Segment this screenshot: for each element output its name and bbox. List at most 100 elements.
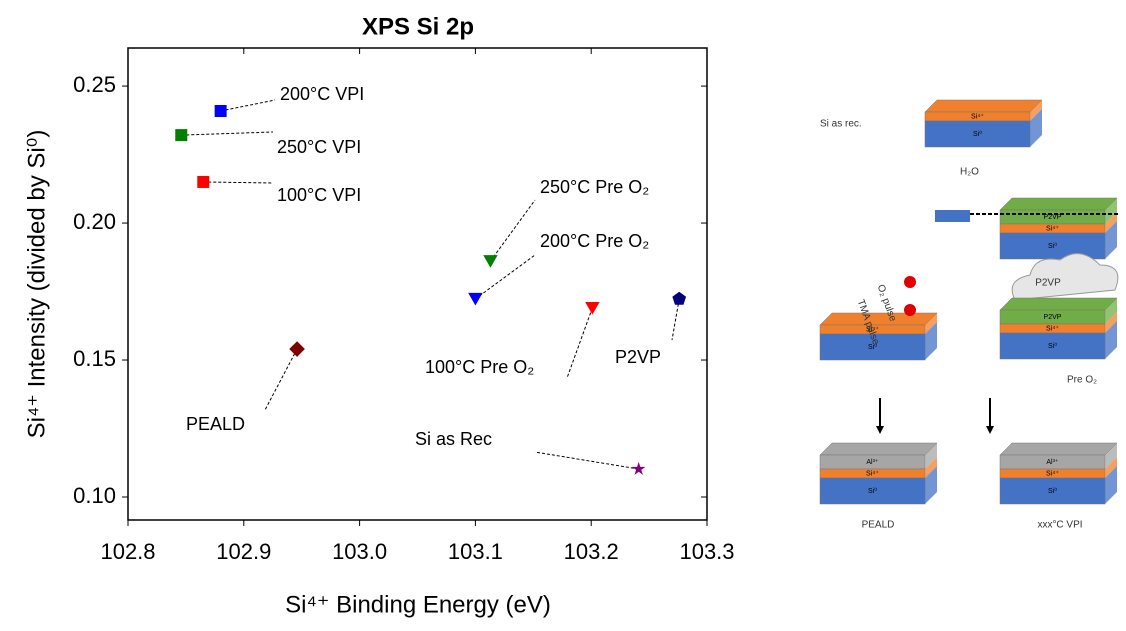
- leader-line: [181, 131, 274, 136]
- arrow-head: [876, 426, 884, 434]
- layer: [999, 332, 1106, 360]
- y-tick-label: 0.10: [73, 483, 116, 508]
- layer-side: [925, 466, 937, 504]
- layer-label: Si⁰: [868, 487, 877, 495]
- diagram-label: P2VP: [1035, 278, 1061, 289]
- layer-side: [1105, 466, 1117, 504]
- data-point: [197, 175, 210, 188]
- stack-top: [999, 442, 1118, 456]
- layer-side: [1105, 198, 1117, 224]
- leader-line: [264, 348, 298, 411]
- leader-line: [490, 199, 536, 262]
- layer-side: [1105, 312, 1117, 333]
- cloud: [1011, 253, 1119, 301]
- point-label: PEALD: [186, 414, 245, 434]
- layer-label: Si⁴⁺: [866, 470, 879, 477]
- layer-label: Si⁴⁺: [866, 326, 879, 333]
- x-tick-label: 103.3: [679, 539, 734, 564]
- x-tick-label: 103.0: [332, 539, 387, 564]
- leader-line: [475, 254, 536, 300]
- leader-line: [220, 99, 276, 112]
- data-point: [483, 255, 498, 268]
- data-point: [214, 105, 227, 118]
- x-tick-label: 102.9: [216, 539, 271, 564]
- x-tick-label: 103.2: [564, 539, 619, 564]
- y-tick-label: 0.15: [73, 346, 116, 371]
- layer-label: P2VP: [1044, 214, 1062, 221]
- o2-dot: [904, 276, 916, 288]
- layer-stack: Al³⁺ Si⁴⁺ Si⁰: [819, 442, 938, 505]
- si-piece: [935, 210, 970, 222]
- data-point: [631, 461, 646, 475]
- point-label: Si as Rec: [415, 429, 492, 449]
- layer-stack: Al³⁺ Si⁴⁺ Si⁰: [999, 442, 1118, 505]
- layer-side: [1105, 212, 1117, 233]
- point-label: P2VP: [615, 347, 661, 367]
- point-label: 250°C Pre O₂: [540, 177, 649, 197]
- diagram-label: H₂O: [960, 167, 979, 178]
- x-tick-label: 103.1: [448, 539, 503, 564]
- layer-label: Si⁴⁺: [1046, 225, 1059, 232]
- data-point: [175, 129, 188, 142]
- leader-line: [671, 298, 680, 341]
- layer-stack: P2VP Si⁴⁺ Si⁰: [999, 197, 1118, 260]
- layer-side: [1105, 321, 1117, 359]
- layer-label: Si⁴⁺: [1046, 325, 1059, 332]
- point-label: 200°C Pre O₂: [540, 231, 649, 251]
- o2-dot: [904, 304, 916, 316]
- layer-side: [1105, 457, 1117, 478]
- point-label: 100°C VPI: [277, 185, 361, 205]
- y-tick-label: 0.20: [73, 209, 116, 234]
- layer: [999, 477, 1106, 505]
- data-point: [468, 292, 483, 306]
- layer-label: Si⁰: [1048, 242, 1057, 250]
- point-label: 100°C Pre O₂: [425, 357, 534, 377]
- point-label: 200°C VPI: [280, 84, 364, 104]
- layer: [819, 477, 926, 505]
- stack-top: [924, 99, 1043, 113]
- point-label: 250°C VPI: [277, 137, 361, 157]
- data-point: [672, 291, 687, 305]
- layer-side: [1030, 109, 1042, 147]
- layer-stack: P2VP Si⁴⁺ Si⁰: [999, 297, 1118, 360]
- arrow-head: [986, 426, 994, 434]
- y-axis-label: Si⁴⁺ Intensity (divided by Si⁰): [23, 130, 50, 439]
- layer-label: Si⁰: [868, 343, 877, 351]
- diagram-label: Pre O₂: [1067, 375, 1097, 386]
- stack-top: [999, 197, 1118, 211]
- layer-label: Si⁴⁺: [1046, 470, 1059, 477]
- layer-label: Al³⁺: [1046, 459, 1059, 466]
- plot-frame: [127, 47, 708, 521]
- layer-side: [1105, 443, 1117, 469]
- layer-side: [925, 313, 937, 334]
- diagram-label: PEALD: [862, 520, 895, 531]
- diagram-label: xxx°C VPI: [1037, 520, 1082, 531]
- layer: [924, 120, 1031, 148]
- layer-side: [1105, 221, 1117, 259]
- leader-line: [203, 181, 274, 184]
- layer-label: Si⁰: [1048, 342, 1057, 350]
- layer-stack: Si⁴⁺ Si⁰: [924, 99, 1043, 148]
- layer-label: Si⁰: [973, 130, 982, 138]
- layer-side: [925, 457, 937, 478]
- layer-side: [925, 322, 937, 360]
- leader-line: [534, 451, 639, 470]
- stack-top: [819, 312, 938, 326]
- layer-side: [925, 443, 937, 469]
- stack-top: [819, 442, 938, 456]
- layer-label: Al³⁺: [866, 459, 879, 466]
- x-axis-label: Si⁴⁺ Binding Energy (eV): [285, 591, 551, 618]
- diagram-label: Si as rec.: [820, 119, 862, 130]
- y-tick-label: 0.25: [73, 72, 116, 97]
- data-point: [289, 341, 305, 357]
- stack-top: [999, 297, 1118, 311]
- x-tick-label: 102.8: [100, 539, 155, 564]
- layer-label: Si⁰: [1048, 487, 1057, 495]
- leader-line: [566, 307, 593, 379]
- layer-side: [1105, 298, 1117, 324]
- layer-label: P2VP: [1044, 314, 1062, 321]
- layer-label: Si⁴⁺: [971, 113, 984, 120]
- layer-stack: Si⁴⁺ Si⁰: [819, 312, 938, 361]
- chart-title: XPS Si 2p: [362, 13, 474, 40]
